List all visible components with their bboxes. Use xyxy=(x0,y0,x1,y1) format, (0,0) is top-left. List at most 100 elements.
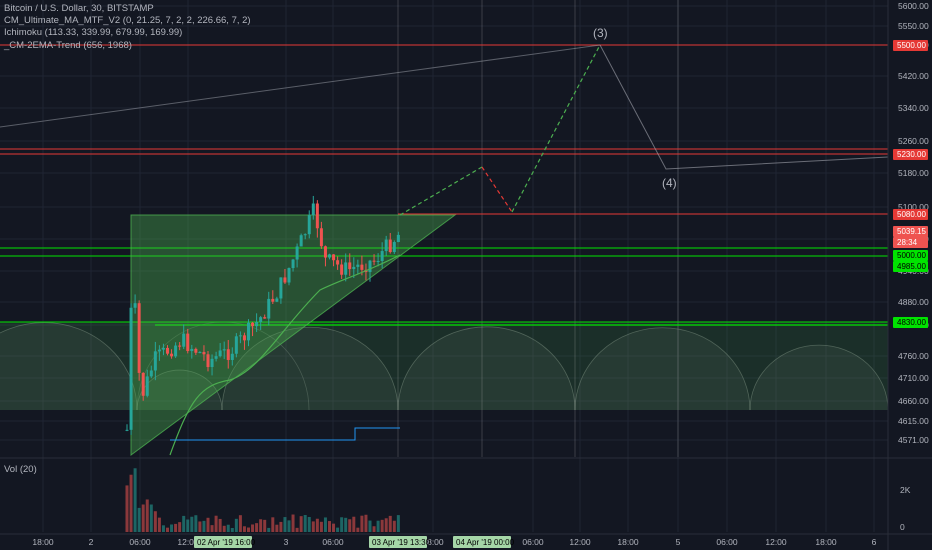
time-tag: 03 Apr '19 13:30 xyxy=(369,536,431,548)
candle-body xyxy=(340,264,344,275)
wave-label-3: (3) xyxy=(593,26,608,40)
wave-path-4 xyxy=(599,44,889,170)
volume-bar xyxy=(206,517,210,532)
volume-bar xyxy=(222,525,226,532)
y-tick-label: 5420.00 xyxy=(898,71,929,81)
x-tick-label: 06:00 xyxy=(129,537,151,547)
legend-indicator-ma[interactable]: CM_Ultimate_MA_MTF_V2 (0, 21.25, 7, 2, 2… xyxy=(4,15,251,27)
candles xyxy=(125,195,400,435)
volume-label[interactable]: Vol (20) xyxy=(4,464,37,475)
candle-body xyxy=(222,349,226,351)
x-tick-label: 12:00 xyxy=(177,537,199,547)
candle-body xyxy=(279,277,283,299)
volume-bar xyxy=(352,516,356,532)
candle-body xyxy=(194,348,198,353)
x-tick-label: 18:00 xyxy=(422,537,444,547)
candle-body xyxy=(198,352,202,354)
volume-bar xyxy=(186,519,190,532)
price-tag-label: 28:34 xyxy=(897,238,918,247)
price-tag: 5500.00 xyxy=(893,40,928,51)
candle-body xyxy=(166,347,169,354)
candle-body xyxy=(238,335,242,337)
x-tick-label: 06:00 xyxy=(322,537,344,547)
candle-body xyxy=(182,333,186,347)
candle-body xyxy=(161,347,165,350)
candle-body xyxy=(319,228,323,247)
price-tag: 28:34 xyxy=(893,237,928,248)
candle-body xyxy=(356,264,360,267)
x-tick-label: 3 xyxy=(284,537,289,547)
candle-body xyxy=(125,429,129,431)
price-tag-label: 5039.15 xyxy=(897,227,926,236)
candle-body xyxy=(267,298,271,319)
price-tag: 5039.15 xyxy=(893,226,928,237)
candle-body xyxy=(145,376,149,396)
volume-bar xyxy=(230,527,234,532)
volume-bar xyxy=(226,524,230,532)
candle-body xyxy=(174,345,178,357)
price-tag-label: 4985.00 xyxy=(897,262,926,271)
legend-indicator-ichimoku[interactable]: Ichimoku (113.33, 339.99, 679.99, 169.99… xyxy=(4,27,183,39)
volume-bar xyxy=(372,526,376,532)
volume-tick-label: 2K xyxy=(900,485,911,495)
candle-body xyxy=(242,335,246,341)
time-tag-label: 02 Apr '19 16:00 xyxy=(197,538,256,547)
volume-bar xyxy=(251,524,255,532)
x-tick-label: 12:00 xyxy=(765,537,787,547)
y-tick-label: 5260.00 xyxy=(898,136,929,146)
candle-body xyxy=(360,264,364,270)
price-tag: 5080.00 xyxy=(893,209,928,220)
candle-body xyxy=(141,372,145,396)
price-tag-bg xyxy=(893,149,928,160)
time-tag-label: 03 Apr '19 13:30 xyxy=(372,538,431,547)
volume-bar xyxy=(291,514,295,532)
volume-bars xyxy=(125,468,400,532)
volume-bar xyxy=(238,515,242,532)
candle-body xyxy=(323,246,327,258)
legend-indicator-ema[interactable]: _CM-2EMA-Trend (656, 1968) xyxy=(4,39,132,51)
ema-line xyxy=(169,254,401,456)
volume-tick-label: 0 xyxy=(900,522,905,532)
x-tick-label: 5 xyxy=(676,537,681,547)
volume-bar xyxy=(299,516,303,532)
volume-bar xyxy=(153,511,157,532)
volume-bar xyxy=(392,520,396,532)
candle-body xyxy=(255,322,259,327)
candle-body xyxy=(332,254,336,261)
volume-bar xyxy=(303,515,307,532)
volume-bar xyxy=(234,518,238,532)
candle-body xyxy=(315,203,319,229)
volume-bar xyxy=(218,518,222,532)
volume-bar xyxy=(247,527,250,532)
time-tag: 04 Apr '19 00:00 xyxy=(453,536,515,548)
volume-bar xyxy=(125,485,129,532)
price-tag-label: 5230.00 xyxy=(897,150,926,159)
candle-body xyxy=(218,350,222,357)
y-tick-label: 5100.00 xyxy=(898,202,929,212)
time-tag-bg xyxy=(369,536,427,548)
volume-bar xyxy=(174,523,178,532)
candle-body xyxy=(380,251,384,261)
y-tick-label: 5550.00 xyxy=(898,21,929,31)
volume-bar xyxy=(194,515,198,532)
candle-body xyxy=(392,242,396,253)
candle-body xyxy=(352,266,356,270)
candle-body xyxy=(157,349,161,352)
y-tick-label: 4615.00 xyxy=(898,416,929,426)
volume-bar xyxy=(336,527,340,532)
candle-body xyxy=(396,234,400,243)
candle-body xyxy=(368,260,372,273)
legend-symbol[interactable]: Bitcoin / U.S. Dollar, 30, BITSTAMP xyxy=(4,3,154,14)
price-tag-bg xyxy=(893,209,928,220)
price-tag: 5230.00 xyxy=(893,149,928,160)
cycle-arc xyxy=(0,322,138,411)
candle-body xyxy=(214,356,218,359)
candle-body xyxy=(206,354,210,368)
candle-body xyxy=(344,262,348,275)
time-tag-bg xyxy=(453,536,511,548)
cycle-arc xyxy=(397,326,576,411)
volume-bar xyxy=(129,474,133,532)
volume-bar xyxy=(271,517,275,532)
candle-body xyxy=(247,322,250,341)
